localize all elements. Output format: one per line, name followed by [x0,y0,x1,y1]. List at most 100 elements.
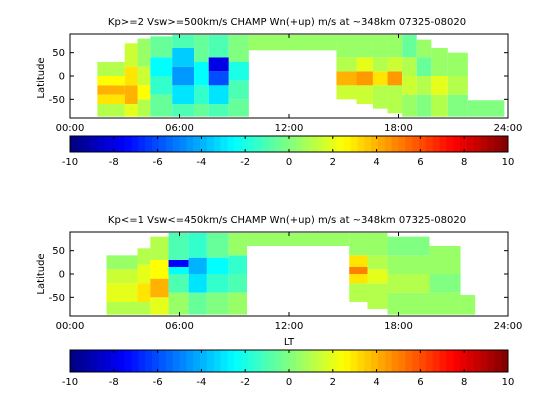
heatmap-cell [387,85,403,114]
colorbar-tick-label: 2 [330,377,336,388]
heatmap-cell [150,260,169,279]
colorbar-swatch [261,350,269,372]
heatmap-cell [106,283,138,302]
heatmap-cell [467,100,505,117]
heatmap-cell [97,76,125,86]
heatmap-cell [150,76,173,95]
colorbar-swatch [275,136,283,152]
heatmap-cell [188,292,207,315]
heatmap-cell [228,255,248,274]
y-tick-label: 50 [52,246,65,257]
heatmap-cell [137,302,151,315]
colorbar-swatch [165,350,174,372]
heatmap-cell [208,71,229,86]
colorbar-swatch [460,136,468,152]
x-tick-label: 06:00 [165,123,194,134]
heatmap-cell [416,39,432,58]
heatmap-cell [97,104,125,117]
colorbar-swatch [316,350,324,372]
heatmap-cell [228,62,249,81]
colorbar-swatch [200,350,208,372]
colorbar-swatch [76,136,85,152]
heatmap-cell [228,274,248,293]
heatmap-cell [124,43,138,67]
colorbar-tick-label: 8 [461,157,467,168]
colorbar-swatch [323,350,331,372]
colorbar-swatch [350,136,358,152]
heatmap-cell [168,292,189,315]
heatmap-cell [387,236,430,256]
top-axes: 00:00 06:00 12:00 18:00 24:00 -50 0 50 [49,33,522,134]
x-tick-label: 00:00 [56,321,85,332]
colorbar-swatch [117,350,126,372]
heatmap-cell [228,99,249,117]
heatmap-cell [150,94,173,117]
colorbar-swatch [501,350,509,372]
colorbar-swatch [453,136,461,152]
heatmap-cell [372,34,388,58]
colorbar-swatch [179,350,187,372]
colorbar-swatch [323,136,331,152]
colorbar-swatch [330,136,338,152]
heatmap-cell [336,85,357,100]
heatmap-cell [137,66,151,86]
bottom-panel-ylabel: Latitude [36,253,47,294]
colorbar-swatch [145,350,153,372]
heatmap-cell [137,248,151,265]
colorbar-swatch [247,136,256,152]
heatmap-cell [137,264,151,284]
colorbar-swatch [487,136,495,152]
bottom-panel-xlabel: LT [284,337,295,348]
heatmap-cell [447,76,468,95]
colorbar-swatch [494,350,502,372]
colorbar-swatch [453,350,461,372]
colorbar-swatch [206,350,215,372]
heatmap-cell [349,274,368,284]
colorbar-swatch [398,136,406,152]
heatmap-cell [188,232,207,258]
heatmap-cell [431,76,448,95]
x-tick-label: 18:00 [384,123,413,134]
colorbar-tick-label: -4 [196,157,206,168]
colorbar-swatch [90,350,98,372]
top-panel-ylabel: Latitude [36,57,47,98]
heatmap-cell [336,57,357,72]
colorbar-swatch [275,350,283,372]
colorbar-tick-label: 10 [502,157,515,168]
heatmap-cell [172,66,195,86]
colorbar-swatch [234,350,242,372]
colorbar-swatch [357,136,365,152]
colorbar-swatch [138,136,146,152]
heatmap-cell [228,232,248,256]
colorbar-swatch [186,350,194,372]
heatmap-cell [150,57,173,76]
colorbar-swatch [124,350,132,372]
colorbar-swatch [412,136,420,152]
colorbar-swatch [289,136,297,152]
heatmap-cell [402,57,417,76]
colorbar-tick-label: 4 [373,157,379,168]
heatmap-cell [416,76,432,95]
colorbar-swatch [70,136,78,152]
heatmap-cell [460,295,476,315]
colorbar-swatch [473,350,482,372]
heatmap-cell [124,66,138,86]
heatmap-cell [447,94,468,117]
y-tick-label: -50 [49,293,65,304]
colorbar-swatch [234,136,242,152]
colorbar-swatch [268,136,276,152]
colorbar-swatch [179,136,187,152]
colorbar-swatch [83,350,91,372]
colorbar-swatch [111,136,119,152]
colorbar-tick-label: 4 [373,377,379,388]
colorbar-swatch [343,136,351,152]
colorbar-swatch [377,350,386,372]
heatmap-cell [208,104,229,117]
colorbar-tick-label: 0 [286,377,292,388]
y-tick-label: 0 [59,72,65,83]
colorbar-swatch [104,136,112,152]
heatmap-cell [429,274,461,293]
colorbar-swatch [405,136,413,152]
colorbar-swatch [446,350,454,372]
